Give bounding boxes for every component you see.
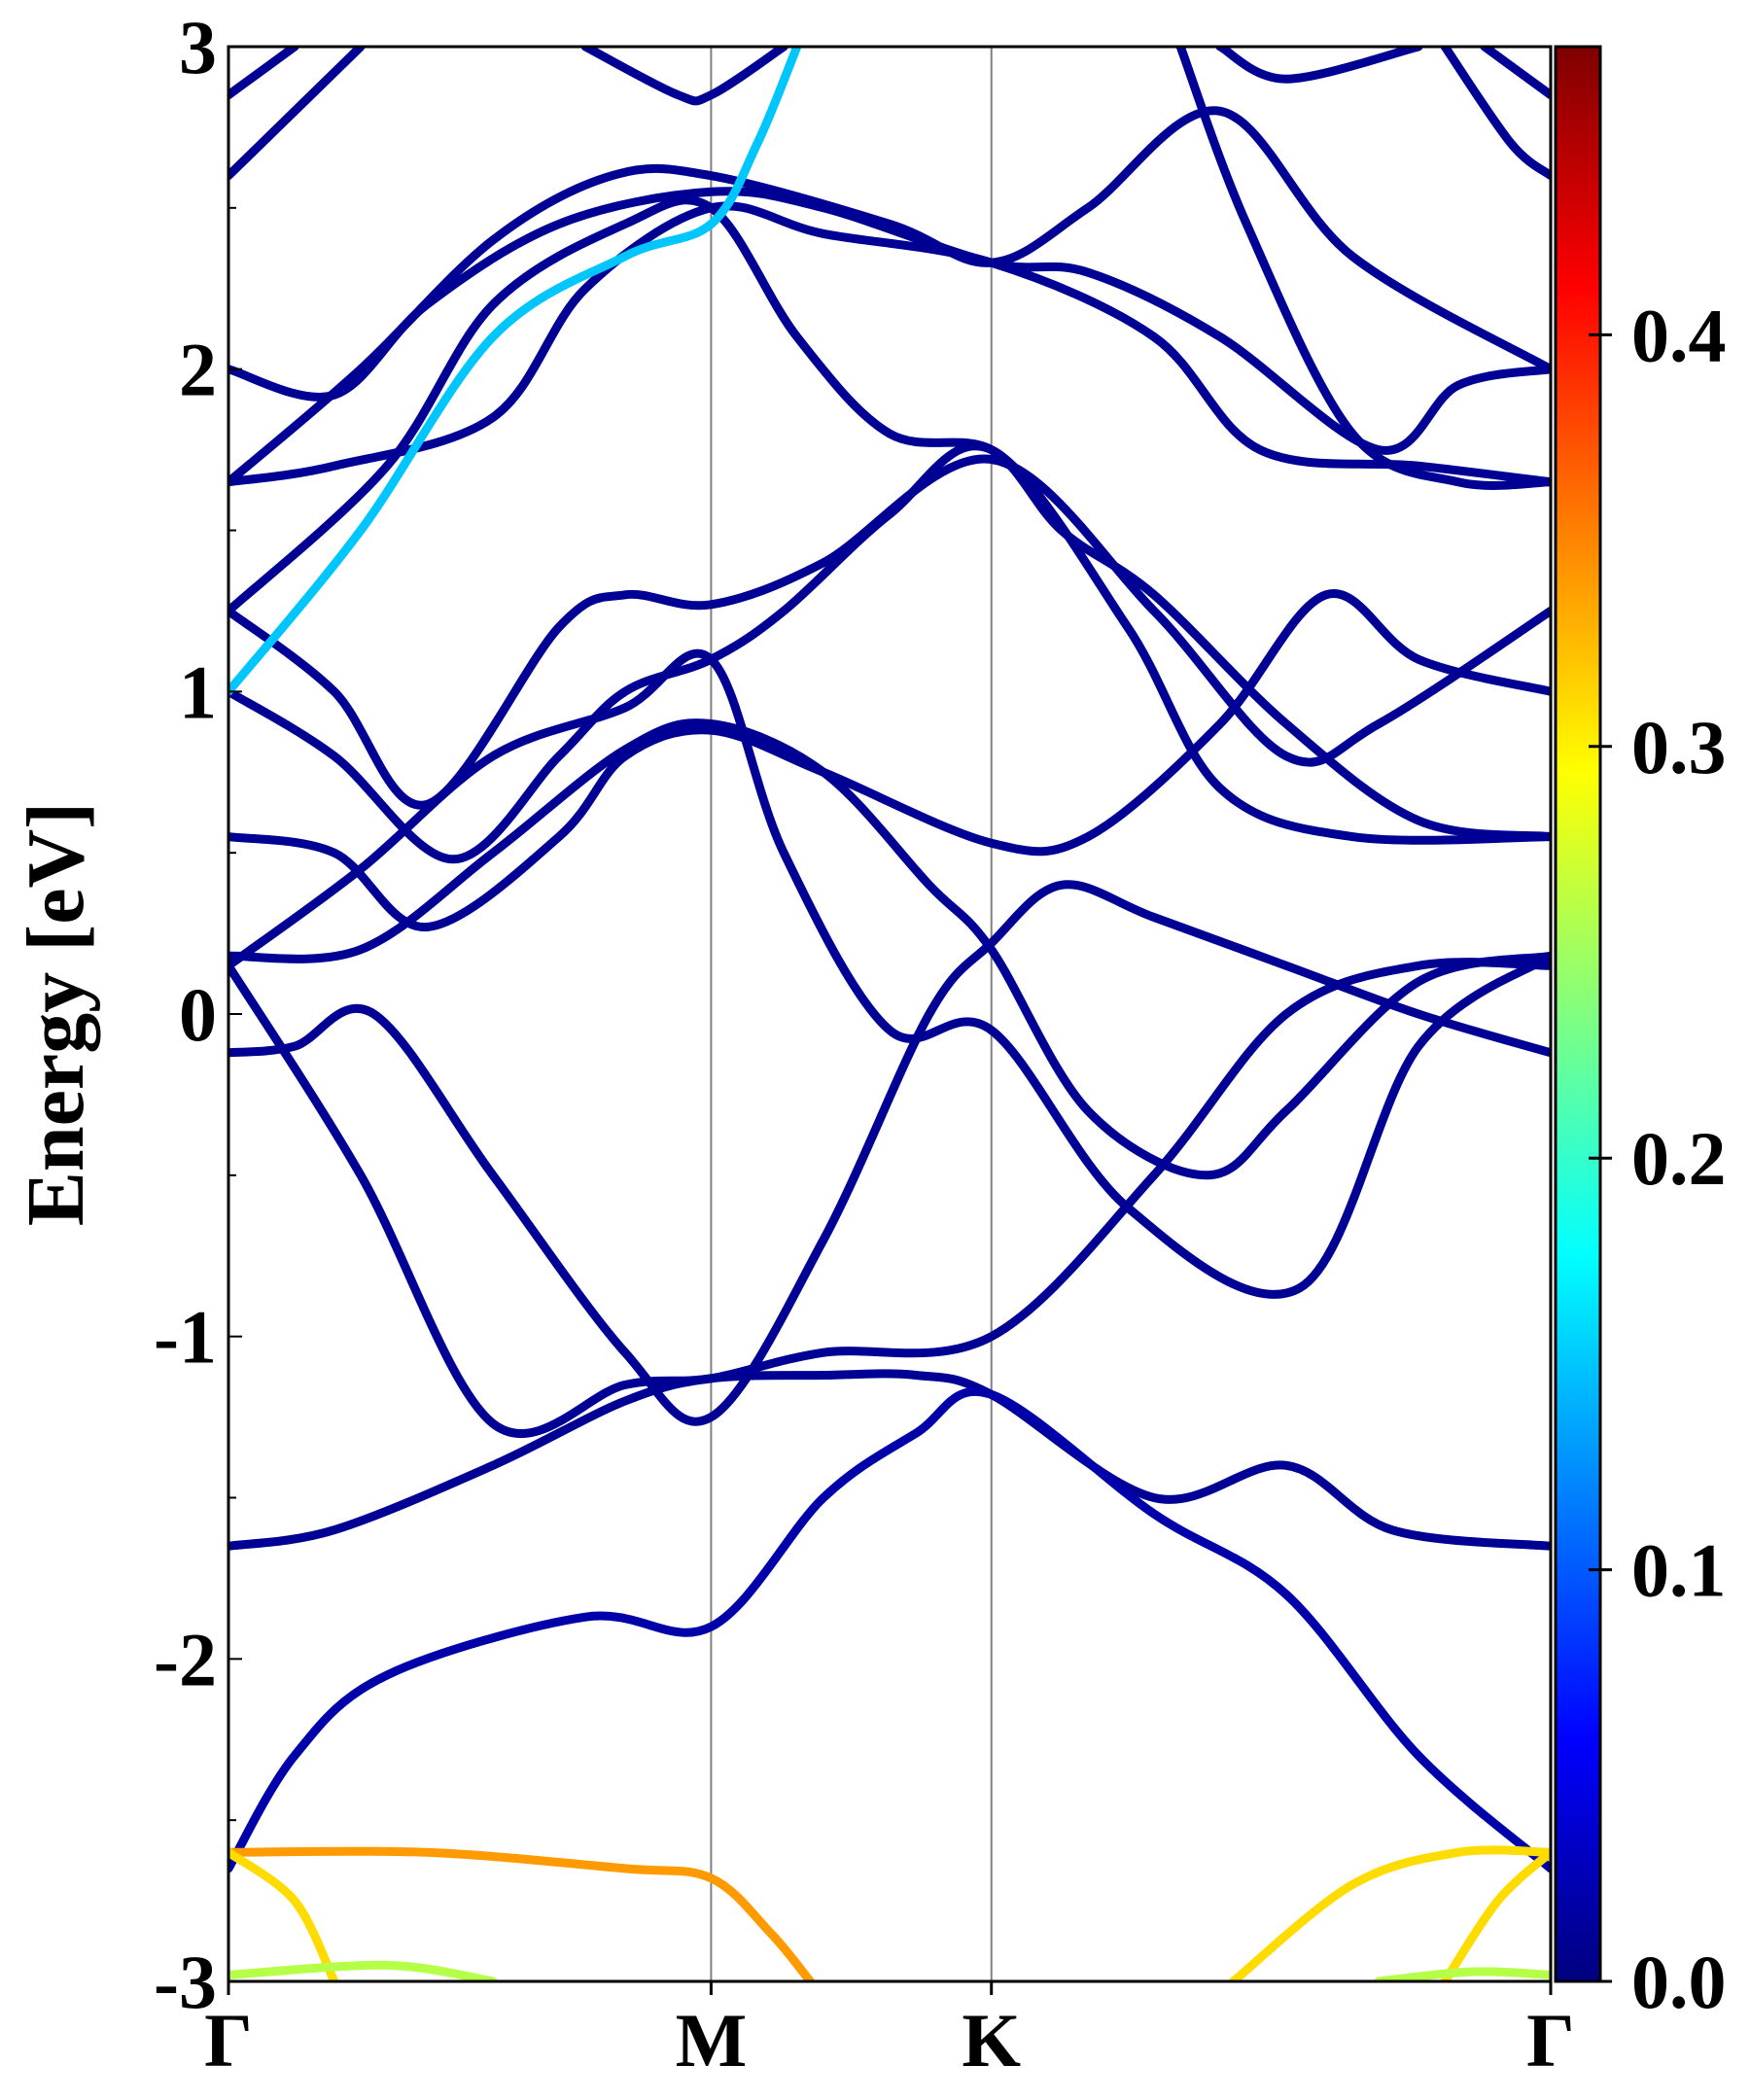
band-15 (228, 201, 1551, 487)
band-20 (228, 47, 299, 100)
band-0 (228, 880, 1551, 1426)
y-tick-label: -1 (154, 1295, 217, 1380)
band-10 (228, 1960, 498, 1981)
y-axis-label: Energy [eV] (11, 802, 101, 1226)
band-8 (1229, 1845, 1551, 1981)
band-lines (228, 47, 1551, 1981)
band-4 (228, 958, 1551, 1439)
band-18 (228, 195, 1551, 842)
band-3 (228, 1369, 1551, 1551)
y-tick-label: 2 (179, 328, 217, 412)
x-tick-label-1: M (676, 1998, 748, 2082)
band-11 (1374, 1967, 1551, 1981)
band-14 (228, 454, 1551, 810)
y-tick-label: -3 (154, 1940, 217, 2024)
y-tick-label: 0 (179, 972, 217, 1057)
band-12 (228, 589, 1551, 931)
x-tick-label-3: Γ (1526, 1998, 1575, 2082)
colorbar-tick-label: 0.1 (1631, 1528, 1727, 1613)
band-21 (228, 47, 366, 181)
band-19 (228, 47, 802, 696)
kpoint-gridlines (710, 47, 993, 1981)
band-2 (228, 648, 1551, 1299)
y-axis: -3 -2 -1 0 1 2 3 (154, 5, 242, 2024)
colorbar-bar (1554, 45, 1602, 1983)
plot-frame (227, 45, 1553, 1983)
band-24 (1215, 47, 1423, 84)
band-22 (580, 47, 788, 106)
colorbar-tick-label: 0.4 (1631, 293, 1727, 377)
y-tick-label: -2 (154, 1617, 217, 1701)
colorbar-tick-label: 0.3 (1631, 705, 1727, 789)
band-23 (1175, 47, 1551, 490)
band-13 (228, 441, 1551, 864)
band-5 (228, 1386, 1551, 1873)
band-9 (1440, 1847, 1551, 1981)
colorbar-tick-label: 0.0 (1631, 1940, 1727, 2024)
colorbar: 0.0 0.1 0.2 0.3 0.4 (1554, 45, 1727, 2024)
band-7 (228, 1847, 339, 1981)
y-tick-label: 3 (179, 5, 217, 89)
x-tick-label-0: Γ (204, 1998, 253, 2082)
band-26 (1480, 47, 1551, 100)
x-tick-label-2: K (962, 1998, 1021, 2082)
band-25 (1440, 47, 1551, 181)
band-17 (228, 106, 1551, 487)
band-1 (228, 718, 1551, 1180)
colorbar-tick-label: 0.2 (1631, 1116, 1727, 1201)
band-6 (228, 1846, 815, 1981)
y-tick-label: 1 (179, 649, 217, 734)
